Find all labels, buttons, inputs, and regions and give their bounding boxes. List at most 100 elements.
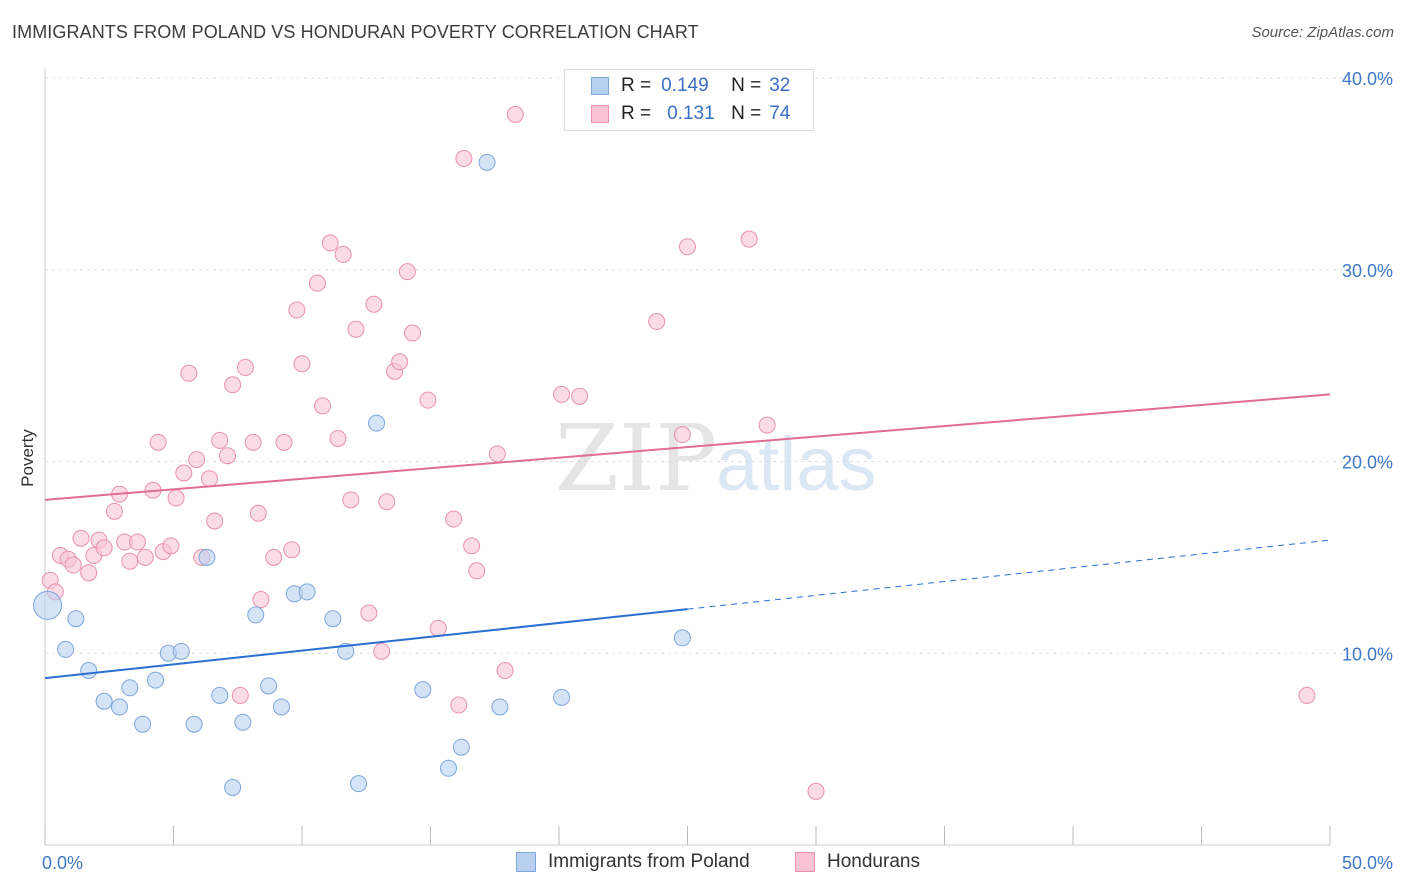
point-hondurans — [121, 552, 139, 570]
legend-swatch-hondurans — [795, 852, 815, 872]
point-hondurans — [200, 470, 218, 488]
point-hondurans — [136, 548, 154, 566]
point-hondurans — [293, 355, 311, 373]
legend-n-value: 32 — [769, 75, 791, 96]
point-hondurans — [211, 431, 229, 449]
point-hondurans — [72, 529, 90, 547]
legend-n-label: N = — [731, 75, 762, 96]
point-poland — [260, 677, 278, 695]
point-poland — [337, 642, 355, 660]
trendline-hondurans — [44, 393, 1331, 501]
point-hondurans — [283, 541, 301, 559]
point-hondurans — [308, 274, 326, 292]
point-hondurans — [571, 387, 589, 405]
point-hondurans — [378, 493, 396, 511]
point-hondurans — [218, 447, 236, 465]
y-tick-label: 20.0% — [1342, 453, 1393, 473]
hondurans-points — [41, 105, 1316, 800]
point-hondurans — [249, 504, 267, 522]
point-poland — [298, 583, 316, 601]
point-poland — [57, 640, 75, 658]
point-poland — [414, 681, 432, 699]
poland-points — [33, 153, 691, 796]
point-poland — [111, 698, 129, 716]
point-poland — [224, 778, 242, 796]
point-hondurans — [275, 433, 293, 451]
point-hondurans — [175, 464, 193, 482]
point-poland — [172, 642, 190, 660]
point-hondurans — [740, 230, 758, 248]
point-hondurans — [329, 429, 347, 447]
point-poland — [147, 671, 165, 689]
point-poland — [491, 698, 509, 716]
y-tick-label: 10.0% — [1342, 644, 1393, 664]
point-hondurans — [347, 320, 365, 338]
point-hondurans — [167, 489, 185, 507]
point-poland — [324, 610, 342, 628]
point-poland — [452, 738, 470, 756]
point-hondurans — [162, 537, 180, 555]
legend-r-label: R = — [621, 75, 652, 96]
point-hondurans — [506, 105, 524, 123]
point-hondurans — [252, 591, 270, 609]
point-poland — [272, 698, 290, 716]
legend-label-hondurans: Hondurans — [827, 851, 920, 872]
tick-labels: 10.0% 20.0% 30.0% 40.0% 0.0% 50.0% — [42, 69, 1393, 873]
legend-r-value: 0.149 — [661, 75, 709, 96]
watermark-zip: ZIP — [555, 405, 717, 512]
legend-r-label: R = — [621, 103, 652, 124]
point-hondurans — [180, 364, 198, 382]
point-hondurans — [391, 353, 409, 371]
trendline-poland — [44, 608, 688, 680]
point-hondurans — [244, 433, 262, 451]
legend-swatch-poland — [591, 77, 609, 95]
point-poland — [439, 759, 457, 777]
point-hondurans — [206, 512, 224, 530]
trendline-poland-extension — [687, 539, 1331, 610]
point-hondurans — [463, 537, 481, 555]
point-hondurans — [231, 686, 249, 704]
trend-lines — [44, 393, 1331, 680]
point-hondurans — [342, 491, 360, 509]
point-hondurans — [429, 619, 447, 637]
legend-row-poland: R = 0.149 N = 32 — [565, 72, 790, 100]
point-poland — [134, 715, 152, 733]
point-hondurans — [288, 301, 306, 319]
point-hondurans — [334, 245, 352, 263]
legend-item-hondurans: Hondurans — [795, 851, 920, 873]
point-hondurans — [265, 548, 283, 566]
point-poland — [234, 713, 252, 731]
point-hondurans — [496, 662, 514, 680]
point-hondurans — [445, 510, 463, 528]
axes — [44, 68, 1331, 846]
point-hondurans — [360, 604, 378, 622]
legend-item-poland: Immigrants from Poland — [516, 851, 750, 873]
point-hondurans — [648, 313, 666, 331]
point-poland — [67, 610, 85, 628]
legend-swatch-hondurans — [591, 105, 609, 123]
point-poland — [185, 715, 203, 733]
point-hondurans — [314, 397, 332, 415]
y-axis-label: Poverty — [18, 429, 37, 487]
point-hondurans — [1298, 686, 1316, 704]
point-hondurans — [373, 642, 391, 660]
point-hondurans — [468, 562, 486, 580]
point-hondurans — [679, 238, 696, 256]
watermark-atlas: atlas — [716, 422, 877, 507]
point-hondurans — [398, 263, 416, 281]
point-hondurans — [321, 234, 339, 252]
point-poland — [95, 692, 113, 710]
point-poland — [33, 590, 63, 620]
point-hondurans — [188, 451, 206, 469]
y-tick-label: 30.0% — [1342, 261, 1393, 281]
chart-title: IMMIGRANTS FROM POLAND VS HONDURAN POVER… — [12, 22, 699, 42]
point-hondurans — [236, 359, 254, 377]
point-poland — [121, 679, 139, 697]
point-hondurans — [64, 556, 82, 574]
point-hondurans — [553, 385, 571, 403]
point-hondurans — [455, 150, 473, 168]
point-poland — [247, 606, 265, 624]
point-hondurans — [80, 564, 98, 582]
point-hondurans — [450, 696, 468, 714]
